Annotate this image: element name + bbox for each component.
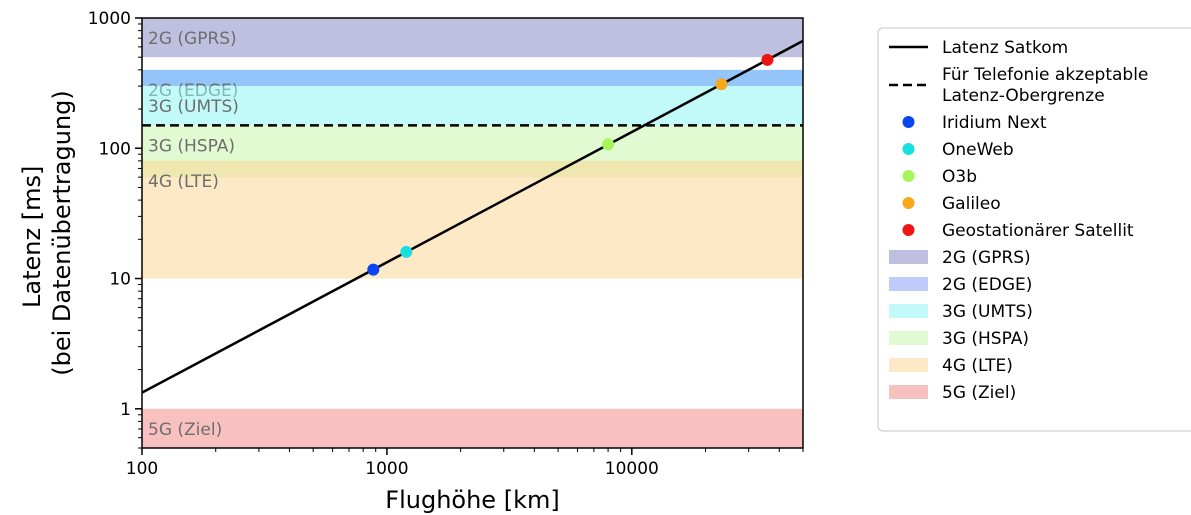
legend-label-latenz-satkom: Latenz Satkom xyxy=(942,38,1068,58)
legend-patch-5g-ziel xyxy=(889,385,928,399)
legend: Latenz Satkom Für Telefonie akzeptableLat… xyxy=(877,27,1191,432)
legend-dot-geostation-rer-satellit xyxy=(902,224,915,236)
band-label-3g-hspa: 3G (HSPA) xyxy=(148,136,235,156)
y-tick-label: 10 xyxy=(109,270,131,290)
legend-label-threshold-line-1: Für Telefonie akzeptable xyxy=(942,65,1148,85)
point-oneweb xyxy=(400,245,413,258)
band-3g-umts xyxy=(142,86,803,126)
satellite-points xyxy=(367,53,774,276)
technology-bands: 2G (GPRS)2G (EDGE)3G (UMTS)3G (HSPA)4G (… xyxy=(142,18,803,448)
plot-frame xyxy=(141,17,804,449)
legend-label-3g-umts: 3G (UMTS) xyxy=(942,302,1033,322)
y-tick-label: 1000 xyxy=(88,9,131,29)
x-tick-label: 1000 xyxy=(365,459,408,479)
legend-box xyxy=(877,27,1191,432)
legend-label-threshold-line-2: Latenz-Obergrenze xyxy=(942,86,1105,106)
legend-patch-3g-umts xyxy=(889,304,928,318)
band-5g-ziel xyxy=(142,408,803,448)
legend-label-4g-lte: 4G (LTE) xyxy=(942,356,1013,376)
y-axis-title-line-2: (bei Datenübertragung) xyxy=(48,90,76,376)
y-axis-title-line-1: Latenz [ms] xyxy=(18,166,46,308)
band-label-2g-gprs: 2G (GPRS) xyxy=(148,29,237,49)
legend-label-oneweb: OneWeb xyxy=(942,140,1014,160)
band-4g-lte xyxy=(142,160,803,279)
legend-label-geostation-rer-satellit: Geostationärer Satellit xyxy=(942,221,1134,241)
x-axis-title: Flughöhe [km] xyxy=(385,486,559,514)
band-label-4g-lte: 4G (LTE) xyxy=(148,172,219,192)
band-label-3g-umts: 3G (UMTS) xyxy=(148,97,239,117)
band-2g-gprs xyxy=(142,18,803,58)
point-geostation-rer-satellit xyxy=(761,53,774,66)
latency-line xyxy=(141,39,804,394)
legend-dot-o3b xyxy=(902,170,915,182)
legend-label-2g-gprs: 2G (GPRS) xyxy=(942,248,1031,268)
point-galileo xyxy=(715,78,728,91)
y-tick-label: 100 xyxy=(99,139,131,159)
y-axis-title: Latenz [ms] (bei Datenübertragung) xyxy=(18,90,76,376)
y-tick-label: 1 xyxy=(120,400,131,420)
band-2g-edge xyxy=(142,69,803,87)
band-label-5g-ziel: 5G (Ziel) xyxy=(148,420,222,440)
legend-dot-iridium-next xyxy=(902,116,915,128)
legend-patch-2g-edge xyxy=(889,277,928,291)
legend-dot-galileo xyxy=(902,197,915,209)
legend-dot-oneweb xyxy=(902,143,915,155)
x-tick-label: 10000 xyxy=(605,459,659,479)
axis-ticks: 100 1000 10000 1 10 100 1000 xyxy=(88,9,804,479)
point-o3b xyxy=(602,138,615,151)
legend-label-galileo: Galileo xyxy=(942,194,1001,214)
point-iridium-next xyxy=(367,263,380,276)
legend-patch-2g-gprs xyxy=(889,250,928,264)
legend-label-5g-ziel: 5G (Ziel) xyxy=(942,383,1016,403)
legend-patch-3g-hspa xyxy=(889,331,928,345)
x-tick-label: 100 xyxy=(126,459,158,479)
legend-label-2g-edge: 2G (EDGE) xyxy=(942,275,1032,295)
legend-label-iridium-next: Iridium Next xyxy=(942,113,1047,133)
legend-label-3g-hspa: 3G (HSPA) xyxy=(942,329,1029,349)
legend-label-o3b: O3b xyxy=(942,167,977,187)
legend-patch-4g-lte xyxy=(889,358,928,372)
latency-line-group xyxy=(141,39,804,394)
